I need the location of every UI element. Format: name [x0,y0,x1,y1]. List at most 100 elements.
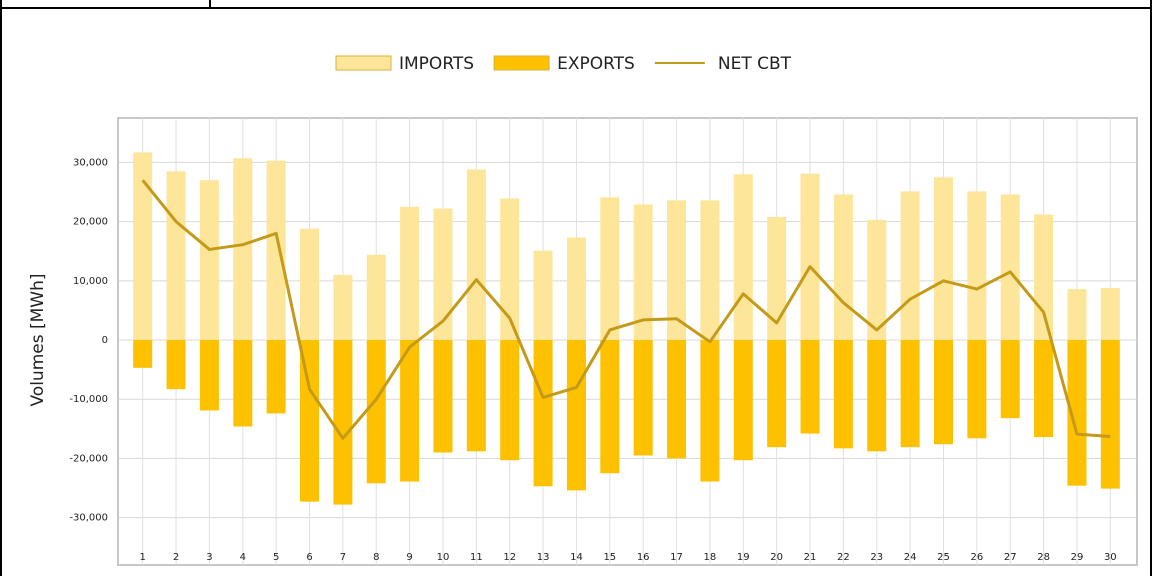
bar [466,169,486,341]
x-tick-label: 29 [1071,552,1084,563]
bar [633,340,653,456]
x-tick-label: 7 [340,552,346,563]
bar [1034,214,1054,341]
bar [1034,340,1054,438]
x-tick-label: 28 [1037,552,1050,563]
legend-label: IMPORTS [399,54,474,74]
x-tick-label: 16 [637,552,650,563]
bar [366,254,386,341]
x-tick-label: 12 [503,552,516,563]
bar [733,174,753,341]
bar [967,340,987,439]
bar [600,197,620,341]
bar [433,208,453,341]
bar [633,204,653,341]
bar [933,177,953,341]
x-tick-label: 8 [373,552,379,563]
bar [433,340,453,453]
bar [466,340,486,452]
x-tick-label: 22 [837,552,850,563]
y-tick-label: 30,000 [73,157,108,168]
legend-swatch [493,55,550,71]
bar [800,173,820,341]
bar [867,219,887,341]
x-tick-label: 6 [306,552,312,563]
x-tick-label: 5 [273,552,279,563]
bar [199,180,219,341]
bar [533,340,553,487]
x-tick-label: 11 [470,552,483,563]
bar [667,200,687,341]
bar [900,340,920,448]
x-tick-label: 14 [570,552,583,563]
bar [266,340,286,414]
x-tick-label: 23 [870,552,883,563]
x-tick-label: 3 [206,552,212,563]
bar [833,340,853,449]
x-tick-label: 27 [1004,552,1017,563]
bar [366,340,386,484]
x-tick-label: 15 [603,552,616,563]
line [141,179,1111,440]
bar [333,340,353,505]
bar [967,191,987,341]
bar [833,194,853,341]
bar [133,152,153,341]
bar [1000,194,1020,341]
x-tick-label: 17 [670,552,683,563]
bar [767,340,787,448]
bar [300,340,320,502]
bar [800,340,820,434]
x-tick-label: 25 [937,552,950,563]
bar [733,340,753,461]
bar [300,228,320,341]
bar [266,160,286,341]
y-axis-title: Volumes [MWh] [28,273,48,406]
bar [1067,289,1087,341]
bar [566,237,586,341]
bar [400,340,420,482]
bar [900,191,920,341]
legend-label: EXPORTS [557,54,635,74]
x-tick-label: 30 [1104,552,1117,563]
bar [500,198,520,341]
y-tick-label: -10,000 [69,394,108,405]
x-tick-label: 19 [737,552,750,563]
x-tick-label: 20 [770,552,783,563]
x-tick-label: 24 [904,552,917,563]
legend-swatch [335,55,392,71]
bar [600,340,620,474]
bar [700,340,720,482]
y-tick-label: 20,000 [73,217,108,228]
x-tick-label: 2 [173,552,179,563]
x-tick-label: 18 [704,552,717,563]
x-tick-label: 13 [537,552,550,563]
bar [233,158,253,341]
y-tick-label: -20,000 [69,453,108,464]
bar [1100,340,1120,489]
x-tick-label: 10 [437,552,450,563]
bar [867,340,887,452]
x-tick-label: 21 [804,552,817,563]
bar [166,171,186,341]
bar [933,340,953,445]
bar [700,200,720,341]
x-tick-label: 1 [139,552,145,563]
bar [500,340,520,461]
bar [667,340,687,459]
bar [233,340,253,427]
x-tick-label: 4 [240,552,246,563]
y-tick-label: -30,000 [69,513,108,524]
bar [533,250,553,341]
bar [133,340,153,368]
bar [1100,287,1120,341]
bar [333,274,353,341]
bar [1000,340,1020,419]
x-tick-label: 9 [406,552,412,563]
plot-area [117,117,1138,566]
bar [166,340,186,390]
bar [1067,340,1087,486]
